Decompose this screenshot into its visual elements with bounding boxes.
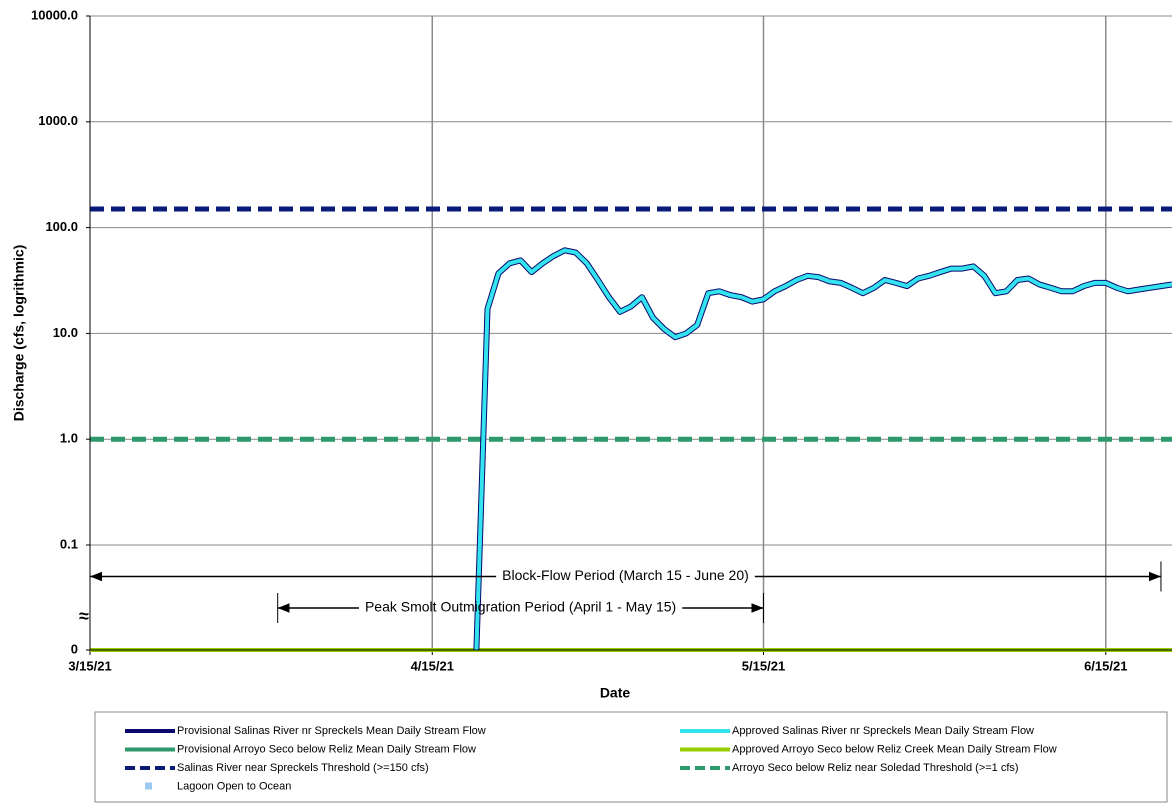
x-tick-label: 4/15/21 (411, 658, 454, 673)
legend-swatch (145, 782, 152, 790)
y-tick-label: 1000.0 (38, 113, 78, 128)
legend-label: Provisional Salinas River nr Spreckels M… (177, 725, 486, 737)
annotation-text: Block-Flow Period (March 15 - June 20) (502, 567, 749, 583)
y-tick-label: 100.0 (45, 219, 78, 234)
y-tick-label: 0 (71, 641, 78, 656)
x-tick-label: 3/15/21 (68, 658, 111, 673)
y-tick-label: 0.1 (60, 536, 78, 551)
legend-label: Salinas River near Spreckels Threshold (… (177, 762, 429, 774)
legend: Provisional Salinas River nr Spreckels M… (125, 725, 1057, 792)
x-tick-label: 5/15/21 (742, 658, 785, 673)
legend-box (94, 711, 1168, 803)
plot (90, 206, 1172, 652)
y-tick-label: 1.0 (60, 431, 78, 446)
y-tick-label: 10.0 (53, 325, 78, 340)
axis-break: ≈ (79, 606, 89, 626)
y-tick-label: 10000.0 (31, 7, 78, 22)
annotation-text: Peak Smolt Outmigration Period (April 1 … (365, 599, 676, 615)
legend-label: Approved Salinas River nr Spreckels Mean… (732, 725, 1034, 737)
grid (86, 15, 1172, 655)
legend-label: Approved Arroyo Seco below Reliz Creek M… (732, 743, 1057, 755)
x-axis-title: Date (600, 685, 631, 701)
legend-label: Lagoon Open to Ocean (177, 780, 291, 792)
series-line (474, 248, 1172, 651)
x-tick-label: 6/15/21 (1084, 658, 1127, 673)
series-line (473, 247, 1172, 651)
legend-label: Arroyo Seco below Reliz near Soledad Thr… (732, 762, 1019, 774)
y-axis-title: Discharge (cfs, logrithmic) (11, 245, 27, 422)
legend-label: Provisional Arroyo Seco below Reliz Mean… (177, 743, 476, 755)
